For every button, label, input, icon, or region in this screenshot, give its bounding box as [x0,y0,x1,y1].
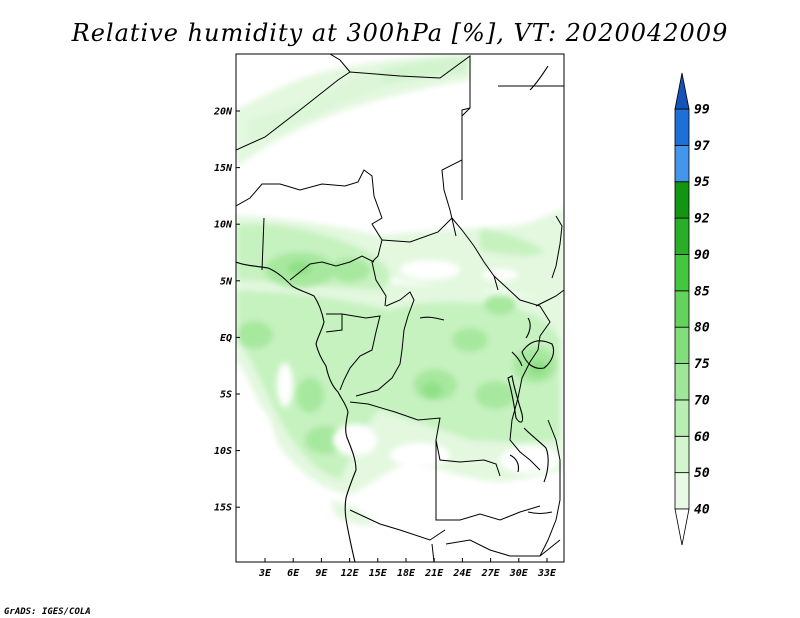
colorbar-label: 75 [694,357,710,372]
lat-tick-label: 15S [214,503,232,514]
colorbar-label: 92 [694,212,710,227]
lat-tick-label: 10S [214,446,232,457]
map-panel: 20N 15N 10N 5N EQ 5S 10S 15S 3E 6E 9E 12E 15E 18E 21E… [213,53,565,579]
colorbar-segment [674,435,690,474]
lat-tick-label: 20N [213,107,233,118]
colorbar-segment [674,326,690,364]
lon-tick-label: 21E [424,568,444,579]
lat-tick-label: 5N [220,276,233,287]
red-sea-coast [529,65,549,91]
colorbar-low-extend [674,508,690,546]
colorbar-segment [674,290,690,328]
lon-tick-label: 3E [258,568,272,579]
colorbar-segment [674,363,690,401]
colorbar-segment [674,108,690,146]
colorbar-segment [674,254,690,292]
lon-tick-label: 27E [481,568,501,579]
colorbar-label: 40 [694,503,710,518]
coastline [236,261,357,562]
colorbar-label: 80 [694,321,710,336]
lon-tick-label: 9E [315,568,328,579]
lon-tick-label: 12E [341,568,360,579]
lon-tick-label: 30E [509,568,529,579]
country-borders [236,54,564,562]
colorbar-label: 60 [694,430,710,445]
colorbar-label: 97 [694,139,710,154]
colorbar: 40 50 60 70 75 80 85 90 92 95 97 99 [674,72,710,546]
colorbar-label: 70 [694,393,710,408]
map-frame [235,53,565,563]
lat-tick-label: EQ [220,333,232,344]
colorbar-label: 95 [694,175,710,190]
grads-credit: GrADS: IGES/COLA [4,607,91,617]
lakes [419,316,555,515]
colorbar-label: 50 [694,466,710,481]
colorbar-segment [674,144,690,183]
lon-tick-label: 18E [397,568,416,579]
colorbar-label: 85 [694,284,710,299]
lon-tick-label: 24E [452,568,472,579]
colorbar-segment [674,399,690,437]
lon-tick-label: 6E [287,568,300,579]
lat-tick-label: 15N [214,163,233,174]
colorbar-label: 90 [694,248,710,263]
colorbar-segment [674,181,690,219]
longitude-ticks: 3E 6E 9E 12E 15E 18E 21E 24E 27E 30E 33E [258,558,557,579]
lon-tick-label: 15E [369,568,388,579]
colorbar-high-extend [674,72,690,110]
colorbar-label: 99 [694,103,710,118]
lon-tick-label: 33E [537,568,557,579]
colorbar-segment [674,217,690,255]
lat-tick-label: 10N [214,220,233,231]
colorbar-segment [674,472,690,510]
lat-tick-label: 5S [220,390,232,401]
map-title: Relative humidity at 300hPa [%], VT: 202… [71,19,729,47]
latitude-ticks: 20N 15N 10N 5N EQ 5S 10S 15S [213,107,240,514]
humidity-fill [236,54,564,562]
